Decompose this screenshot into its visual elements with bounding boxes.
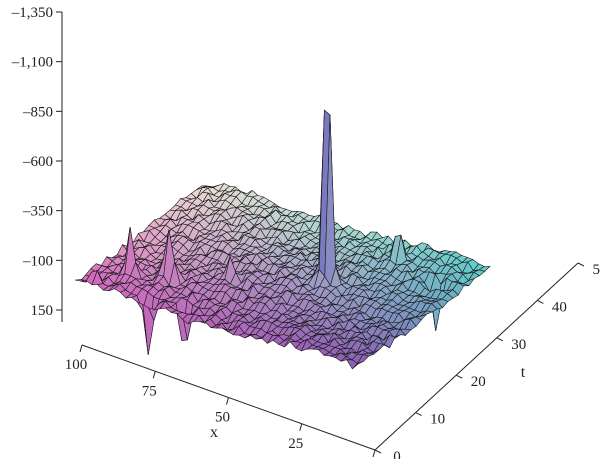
t-tick-label: 50 (593, 262, 600, 278)
z-tick-label: 150 (31, 303, 54, 319)
tick-mark-t (577, 262, 585, 267)
tick-mark-t (415, 412, 422, 417)
tick-mark-t (496, 337, 504, 342)
t-axis-title: t (521, 364, 526, 381)
surface-cell (352, 361, 364, 370)
x-tick-label: 50 (215, 410, 230, 426)
tick-mark-t (455, 374, 463, 379)
x-tick-label: 100 (65, 357, 88, 373)
z-tick-label: –1,350 (11, 5, 53, 21)
x-tick-mark (226, 397, 229, 405)
tick-mark-t (374, 449, 382, 454)
z-tick-label: –850 (22, 104, 53, 120)
x-tick-mark (152, 371, 156, 379)
z-tick-label: –100 (22, 253, 53, 269)
t-axis-line (374, 262, 579, 451)
z-tick-label: –350 (22, 204, 53, 220)
x-axis-title: x (210, 424, 218, 441)
x-tick-mark (79, 344, 83, 353)
t-tick-label: 10 (430, 412, 445, 428)
t-tick-label: 30 (511, 337, 526, 353)
t-tick-label: 40 (552, 299, 567, 315)
axis-ticks: –1,350–1,100–850–600–350–100150100755025… (11, 5, 600, 459)
x-tick-mark (299, 423, 303, 431)
x-tick-mark (372, 449, 376, 458)
x-tick-label: 25 (288, 436, 303, 452)
x-tick-label: 75 (142, 383, 157, 399)
t-tick-label: 20 (471, 374, 486, 390)
z-tick-label: –600 (22, 154, 53, 170)
surface-mesh (74, 109, 491, 370)
t-tick-label: 0 (393, 449, 401, 459)
z-tick-label: –1,100 (11, 55, 53, 71)
tick-mark-t (537, 299, 544, 304)
